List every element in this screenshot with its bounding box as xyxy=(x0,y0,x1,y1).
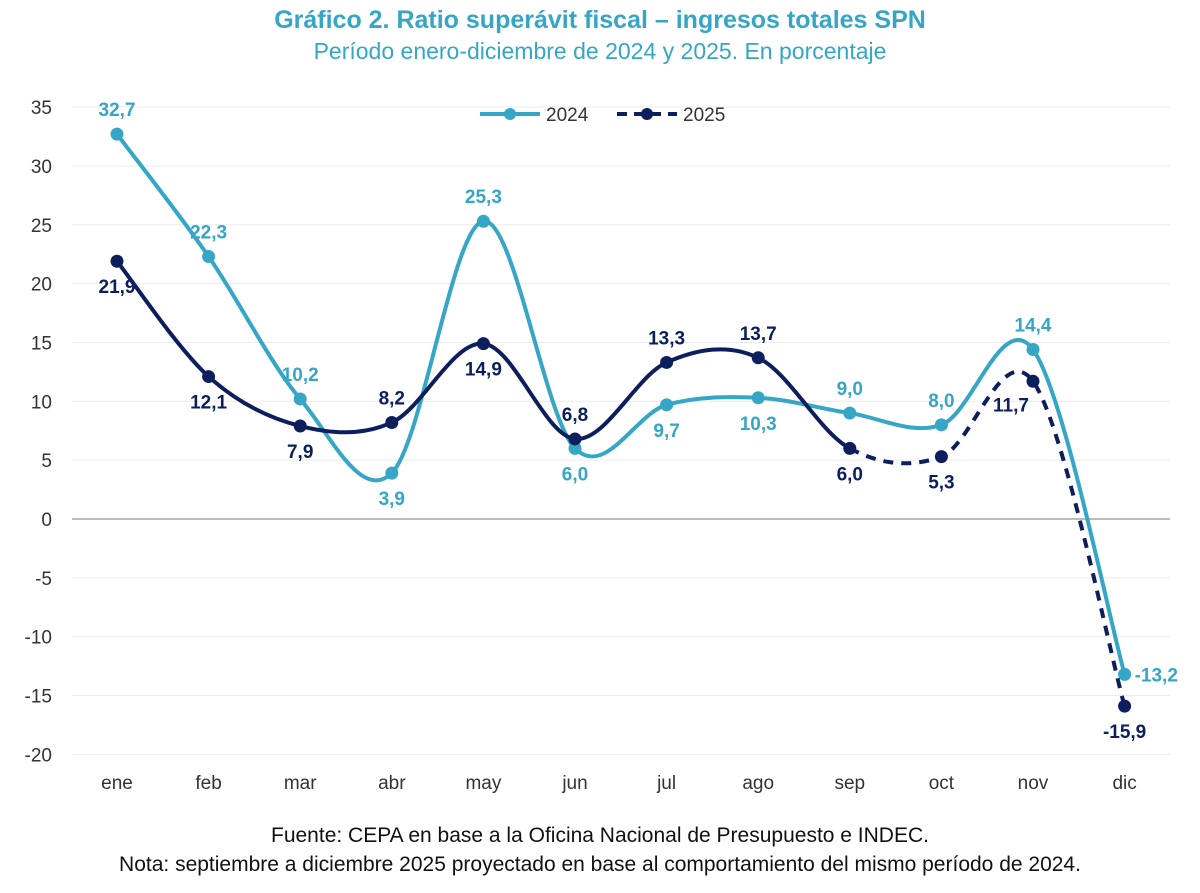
data-point xyxy=(476,337,490,351)
data-label: 3,9 xyxy=(379,489,405,510)
x-tick-label: ago xyxy=(742,773,774,794)
data-label: 14,9 xyxy=(465,360,502,381)
y-tick-label: -20 xyxy=(25,745,52,766)
y-tick-label: -10 xyxy=(25,628,52,649)
data-point xyxy=(110,127,124,141)
x-tick-label: may xyxy=(465,773,501,794)
data-label: -15,9 xyxy=(1103,722,1146,743)
data-label: 7,9 xyxy=(287,442,313,463)
data-point xyxy=(660,398,674,412)
y-tick-label: 25 xyxy=(31,216,52,237)
data-point xyxy=(934,418,948,432)
data-label: 5,3 xyxy=(928,473,954,494)
legend-label-2024: 2024 xyxy=(546,105,589,126)
y-tick-label: 20 xyxy=(31,275,52,296)
y-tick-label: 0 xyxy=(41,510,52,531)
data-label: 6,0 xyxy=(562,464,588,485)
data-point xyxy=(202,370,216,384)
data-label: 9,0 xyxy=(837,379,863,400)
data-label: 21,9 xyxy=(99,277,136,298)
data-point xyxy=(843,441,857,455)
x-tick-label: jul xyxy=(656,773,676,794)
data-label: 13,7 xyxy=(740,324,777,345)
data-point xyxy=(660,355,674,369)
x-tick-label: nov xyxy=(1018,773,1049,794)
chart-title: Gráfico 2. Ratio superávit fiscal – ingr… xyxy=(274,6,926,34)
data-point xyxy=(568,432,582,446)
x-tick-label: oct xyxy=(929,773,955,794)
x-tick-label: feb xyxy=(195,773,221,794)
data-point xyxy=(751,351,765,365)
data-label: 11,7 xyxy=(993,395,1029,416)
y-tick-label: 5 xyxy=(41,451,52,472)
source-note: Fuente: CEPA en base a la Oficina Nacion… xyxy=(271,824,929,847)
data-point xyxy=(843,406,857,420)
y-tick-label: -15 xyxy=(25,687,52,708)
data-point xyxy=(293,392,307,406)
data-point xyxy=(110,254,124,268)
data-label: 10,2 xyxy=(282,365,319,386)
legend-marker-2025 xyxy=(641,108,653,120)
x-tick-label: abr xyxy=(378,773,406,794)
y-tick-label: -5 xyxy=(35,569,52,590)
y-tick-label: 30 xyxy=(31,157,52,178)
data-point xyxy=(202,250,216,264)
data-label: 9,7 xyxy=(653,421,679,442)
data-point xyxy=(476,214,490,228)
data-label: 12,1 xyxy=(190,393,227,414)
data-point xyxy=(934,450,948,464)
data-point xyxy=(1118,699,1132,713)
data-label: 8,2 xyxy=(379,388,405,409)
data-point xyxy=(568,441,582,455)
data-point xyxy=(1026,374,1040,388)
y-tick-label: 10 xyxy=(31,392,52,413)
data-label: 25,3 xyxy=(465,187,502,208)
x-tick-label: sep xyxy=(834,773,865,794)
data-point xyxy=(1026,343,1040,357)
chart-subtitle: Período enero-diciembre de 2024 y 2025. … xyxy=(313,38,887,64)
x-tick-label: ene xyxy=(101,773,133,794)
data-label: 32,7 xyxy=(99,100,136,121)
legend-label-2025: 2025 xyxy=(683,105,725,126)
data-label: 13,3 xyxy=(648,328,685,349)
data-point xyxy=(385,415,399,429)
data-point xyxy=(293,419,307,433)
x-tick-label: jun xyxy=(561,773,587,794)
footnote: Nota: septiembre a diciembre 2025 proyec… xyxy=(119,853,1081,876)
x-tick-label: dic xyxy=(1112,773,1136,794)
data-label: 22,3 xyxy=(190,223,227,244)
data-label: 6,0 xyxy=(837,464,863,485)
data-label: 6,8 xyxy=(562,405,588,426)
y-tick-label: 15 xyxy=(31,333,52,354)
data-label: 8,0 xyxy=(928,391,954,412)
data-label: 14,4 xyxy=(1015,316,1052,337)
data-label: -13,2 xyxy=(1135,665,1178,686)
data-label: 10,3 xyxy=(740,414,777,435)
data-point xyxy=(385,466,399,480)
legend-marker-2024 xyxy=(504,108,516,120)
x-tick-label: mar xyxy=(284,773,317,794)
y-tick-label: 35 xyxy=(31,98,52,119)
data-point xyxy=(1118,667,1132,681)
data-point xyxy=(751,391,765,405)
